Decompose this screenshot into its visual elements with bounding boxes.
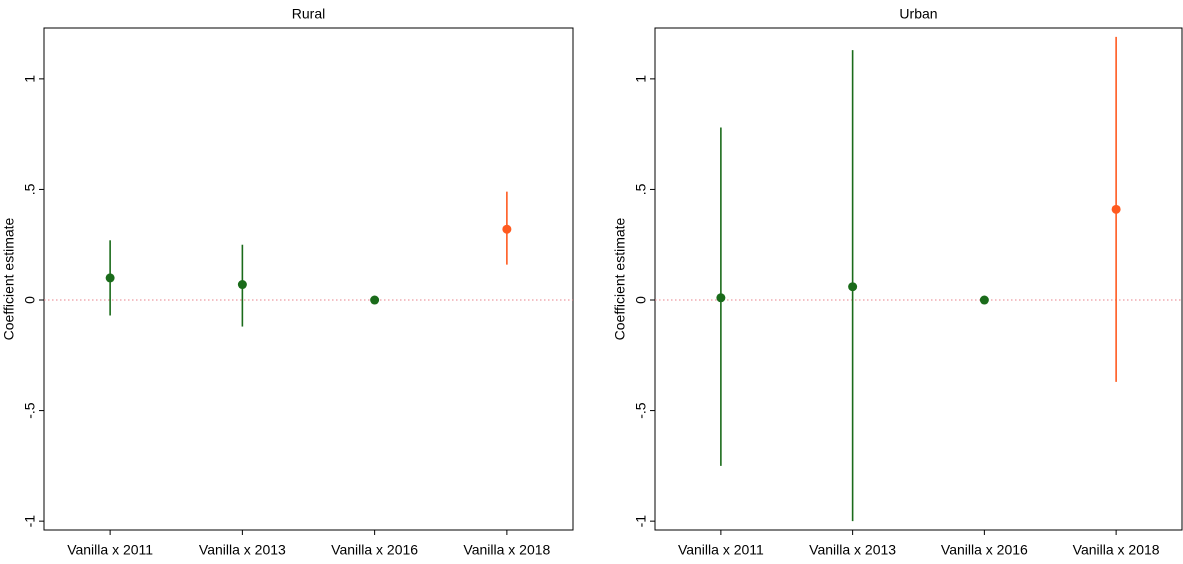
plot-frame xyxy=(43,27,574,531)
y-tick-label: -.5 xyxy=(633,402,649,419)
plot-frame xyxy=(654,27,1183,531)
point xyxy=(1111,204,1121,214)
y-axis-label: Coefficient estimate xyxy=(1,217,17,340)
point xyxy=(370,295,380,305)
x-tick-label: Vanilla x 2011 xyxy=(67,542,153,558)
chart-title: Urban xyxy=(899,6,937,22)
point xyxy=(237,280,247,290)
y-tick-label: -1 xyxy=(633,515,649,528)
point xyxy=(105,273,115,283)
point xyxy=(848,282,858,292)
y-tick-label: 0 xyxy=(22,296,38,304)
point xyxy=(716,293,726,303)
x-tick-label: Vanilla x 2016 xyxy=(331,542,418,558)
y-tick-label: -.5 xyxy=(22,402,38,419)
y-tick-label: 1 xyxy=(22,75,38,83)
y-tick-label: .5 xyxy=(633,183,649,195)
y-tick-label: -1 xyxy=(22,515,38,528)
y-tick-label: 1 xyxy=(633,75,649,83)
y-tick-label: 0 xyxy=(633,296,649,304)
x-tick-label: Vanilla x 2018 xyxy=(1073,542,1160,558)
y-tick-label: .5 xyxy=(22,183,38,195)
x-tick-label: Vanilla x 2013 xyxy=(199,542,286,558)
x-tick-label: Vanilla x 2018 xyxy=(463,542,550,558)
y-axis-label: Coefficient estimate xyxy=(612,217,628,340)
point xyxy=(502,224,512,234)
x-tick-label: Vanilla x 2013 xyxy=(809,542,896,558)
point xyxy=(979,295,989,305)
chart-title: Rural xyxy=(292,6,325,22)
x-tick-label: Vanilla x 2016 xyxy=(941,542,1028,558)
x-tick-label: Vanilla x 2011 xyxy=(678,542,764,558)
